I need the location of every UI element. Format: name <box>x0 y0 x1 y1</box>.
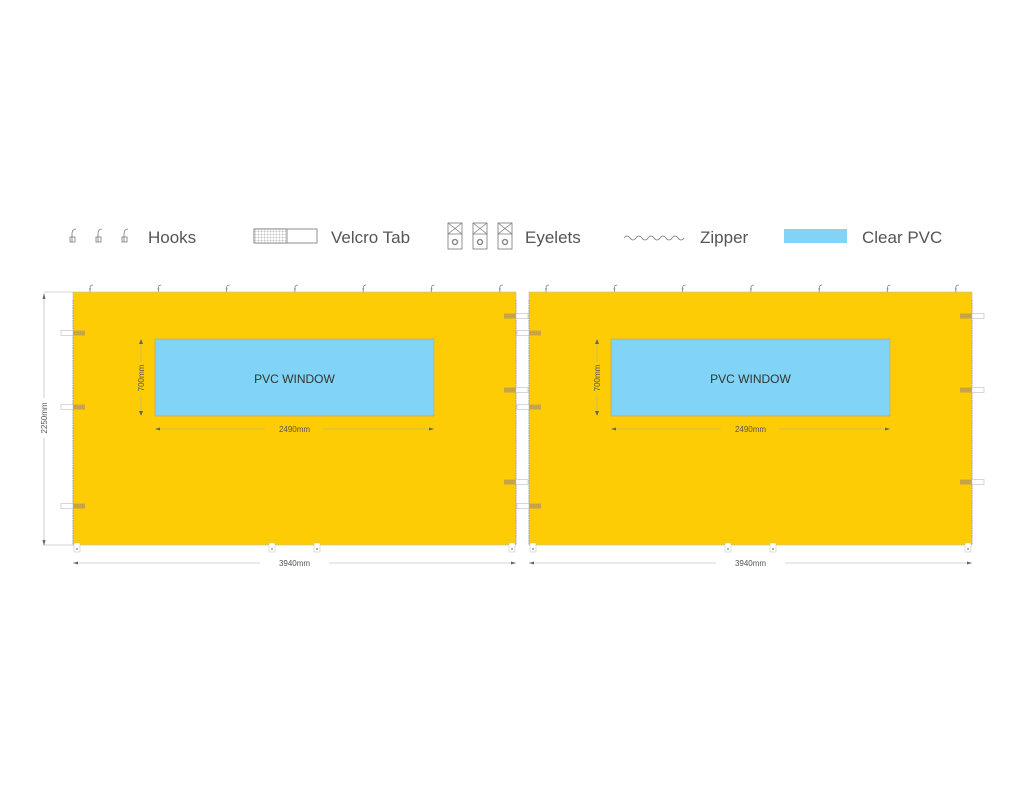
pvc-window-label: PVC WINDOW <box>710 372 791 386</box>
velcro-tab-strap <box>60 503 74 509</box>
pvc-window-label: PVC WINDOW <box>254 372 335 386</box>
window-width-dimension: 2490mm <box>279 425 310 434</box>
hook-icon <box>545 284 550 292</box>
hook-icon <box>681 284 686 292</box>
eyelet <box>964 542 972 553</box>
eyelet-hole <box>727 548 729 550</box>
hook-icon <box>498 284 503 292</box>
eyelet-hole <box>271 548 273 550</box>
window-width-dimension: 2490mm <box>735 425 766 434</box>
eyelet-hole <box>511 548 513 550</box>
legend: Hooks Velcro Tab Eyelets Zipper Clear PV… <box>69 222 942 250</box>
eyelet-icon <box>447 222 463 250</box>
legend-hooks-label: Hooks <box>148 228 196 247</box>
hook-icon <box>886 284 891 292</box>
eyelet <box>73 542 81 553</box>
window-height-dimension: 700mm <box>137 364 146 391</box>
velcro-tab <box>529 503 541 509</box>
velcro-tab <box>73 404 85 410</box>
wall-panel-1: PVC WINDOW 700mm 2490mm 3940mm 2250mm <box>40 284 529 568</box>
hook-icon <box>818 284 823 292</box>
eyelet <box>268 542 276 553</box>
velcro-tab-strap <box>516 404 530 410</box>
hook-icon <box>430 284 435 292</box>
legend-zipper-label: Zipper <box>700 228 749 247</box>
eyelet-hole <box>967 548 969 550</box>
velcro-tab-strap <box>515 479 529 485</box>
velcro-tab <box>504 479 516 485</box>
velcro-tab-strap <box>971 479 985 485</box>
velcro-tab <box>504 387 516 393</box>
hook-icon <box>89 284 94 292</box>
panel-width-dimension: 3940mm <box>735 559 766 568</box>
velcro-tab <box>529 330 541 336</box>
hook-icon <box>613 284 618 292</box>
eyelet-hole <box>76 548 78 550</box>
hook-icon <box>749 284 754 292</box>
legend-eyelets-label: Eyelets <box>525 228 581 247</box>
panel-height-dimension: 2250mm <box>40 402 49 433</box>
wall-panel-2: PVC WINDOW 700mm 2490mm 3940mm <box>516 284 985 568</box>
pvc-window <box>154 338 435 417</box>
eyelet-hole <box>772 548 774 550</box>
velcro-tab <box>960 313 972 319</box>
clear-pvc-legend-swatch <box>784 229 847 243</box>
zipper-legend-icon <box>623 235 685 241</box>
eyelet-icon <box>497 222 513 250</box>
window-height-dimension: 700mm <box>593 364 602 391</box>
velcro-legend-icon <box>253 228 318 244</box>
pvc-window <box>610 338 891 417</box>
velcro-tab <box>73 330 85 336</box>
velcro-tab-strap <box>515 387 529 393</box>
velcro-tab <box>73 503 85 509</box>
legend-velcro-label: Velcro Tab <box>331 228 410 247</box>
velcro-tab-strap <box>516 330 530 336</box>
velcro-tab-strap <box>60 404 74 410</box>
eyelet <box>724 542 732 553</box>
velcro-tab-strap <box>515 313 529 319</box>
hook-icon <box>157 284 162 292</box>
panel-fabric <box>528 291 973 546</box>
velcro-tab <box>529 404 541 410</box>
panel-width-dimension: 3940mm <box>279 559 310 568</box>
velcro-tab-strap <box>60 330 74 336</box>
legend-clear-pvc-label: Clear PVC <box>862 228 942 247</box>
hook-legend-icons <box>69 228 129 243</box>
eyelet <box>769 542 777 553</box>
eyelet-hole <box>316 548 318 550</box>
velcro-tab <box>960 479 972 485</box>
eyelet-hole <box>532 548 534 550</box>
velcro-tab-strap <box>971 313 985 319</box>
panel-fabric <box>72 291 517 546</box>
eyelet-icon <box>472 222 488 250</box>
eyelet <box>529 542 537 553</box>
hook-icon <box>362 284 367 292</box>
hook-icon <box>954 284 959 292</box>
hook-icon <box>225 284 230 292</box>
velcro-tab <box>504 313 516 319</box>
velcro-tab-strap <box>516 503 530 509</box>
velcro-tab-strap <box>971 387 985 393</box>
eyelet-legend-icons <box>447 222 513 250</box>
velcro-tab <box>960 387 972 393</box>
hook-icon <box>293 284 298 292</box>
eyelet <box>508 542 516 553</box>
eyelet <box>313 542 321 553</box>
